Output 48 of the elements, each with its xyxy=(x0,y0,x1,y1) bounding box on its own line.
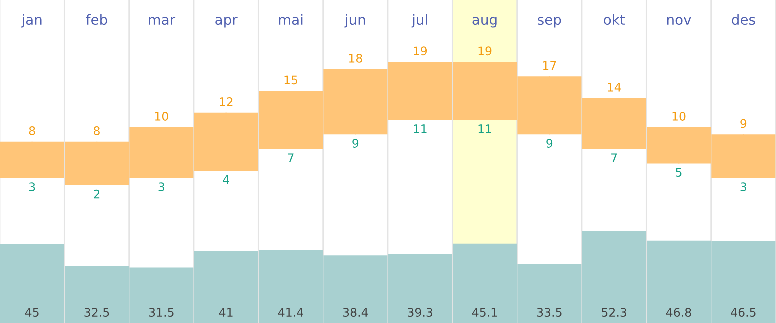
annotation: 8 xyxy=(29,126,36,136)
annotation: 4 xyxy=(223,175,230,184)
x-tick-label: sep xyxy=(538,17,562,28)
annotation: 11 xyxy=(478,124,492,134)
x-tick-label: apr xyxy=(216,17,238,28)
x-tick-label: mar xyxy=(149,17,176,26)
data-label: 31.5 xyxy=(149,308,174,318)
annotation: 9 xyxy=(740,119,747,128)
annotation: 3 xyxy=(740,182,746,192)
x-tick-label: jun xyxy=(344,14,366,28)
annotation: 5 xyxy=(676,168,682,178)
x-tick-label: jan xyxy=(21,14,42,28)
x-tick-label: des xyxy=(732,14,756,26)
annotation: 8 xyxy=(94,126,100,136)
data-label: 45 xyxy=(25,308,39,318)
annotation: 19 xyxy=(478,46,492,56)
x-tick-label: mai xyxy=(279,14,303,26)
annotation: 10 xyxy=(155,112,168,121)
annotation: 19 xyxy=(414,46,428,56)
x-tick-label: feb xyxy=(86,14,108,26)
data-label: 33.5 xyxy=(537,308,562,318)
data-label: 39.3 xyxy=(408,308,433,318)
annotation: 7 xyxy=(612,154,618,162)
annotation: 3 xyxy=(158,182,164,192)
annotation: 10 xyxy=(672,112,686,121)
annotation: 7 xyxy=(288,154,294,162)
annotation: 17 xyxy=(543,61,556,70)
data-label: 41 xyxy=(219,308,233,317)
data-label: 52.3 xyxy=(602,308,627,318)
x-tick-label: okt xyxy=(604,14,625,26)
annotation: 12 xyxy=(220,98,233,106)
annotation: 3 xyxy=(29,182,36,192)
annotation: 14 xyxy=(608,83,622,92)
data-label: 45.1 xyxy=(472,308,498,318)
data-label: 38.4 xyxy=(343,308,368,318)
annotation: 2 xyxy=(94,190,100,199)
data-label: 46.5 xyxy=(731,308,756,318)
annotation: 18 xyxy=(349,54,362,63)
data-label: 46.8 xyxy=(666,308,692,318)
annotation: 9 xyxy=(546,139,553,148)
x-tick-label: nov xyxy=(668,17,692,26)
x-tick-label: jul xyxy=(412,14,428,28)
annotation: 11 xyxy=(414,124,427,134)
data-label: 41.4 xyxy=(278,308,304,317)
x-tick-label: aug xyxy=(472,17,497,28)
annotation: 15 xyxy=(284,76,298,85)
data-label: 32.5 xyxy=(84,308,110,318)
annotation: 9 xyxy=(352,139,359,148)
